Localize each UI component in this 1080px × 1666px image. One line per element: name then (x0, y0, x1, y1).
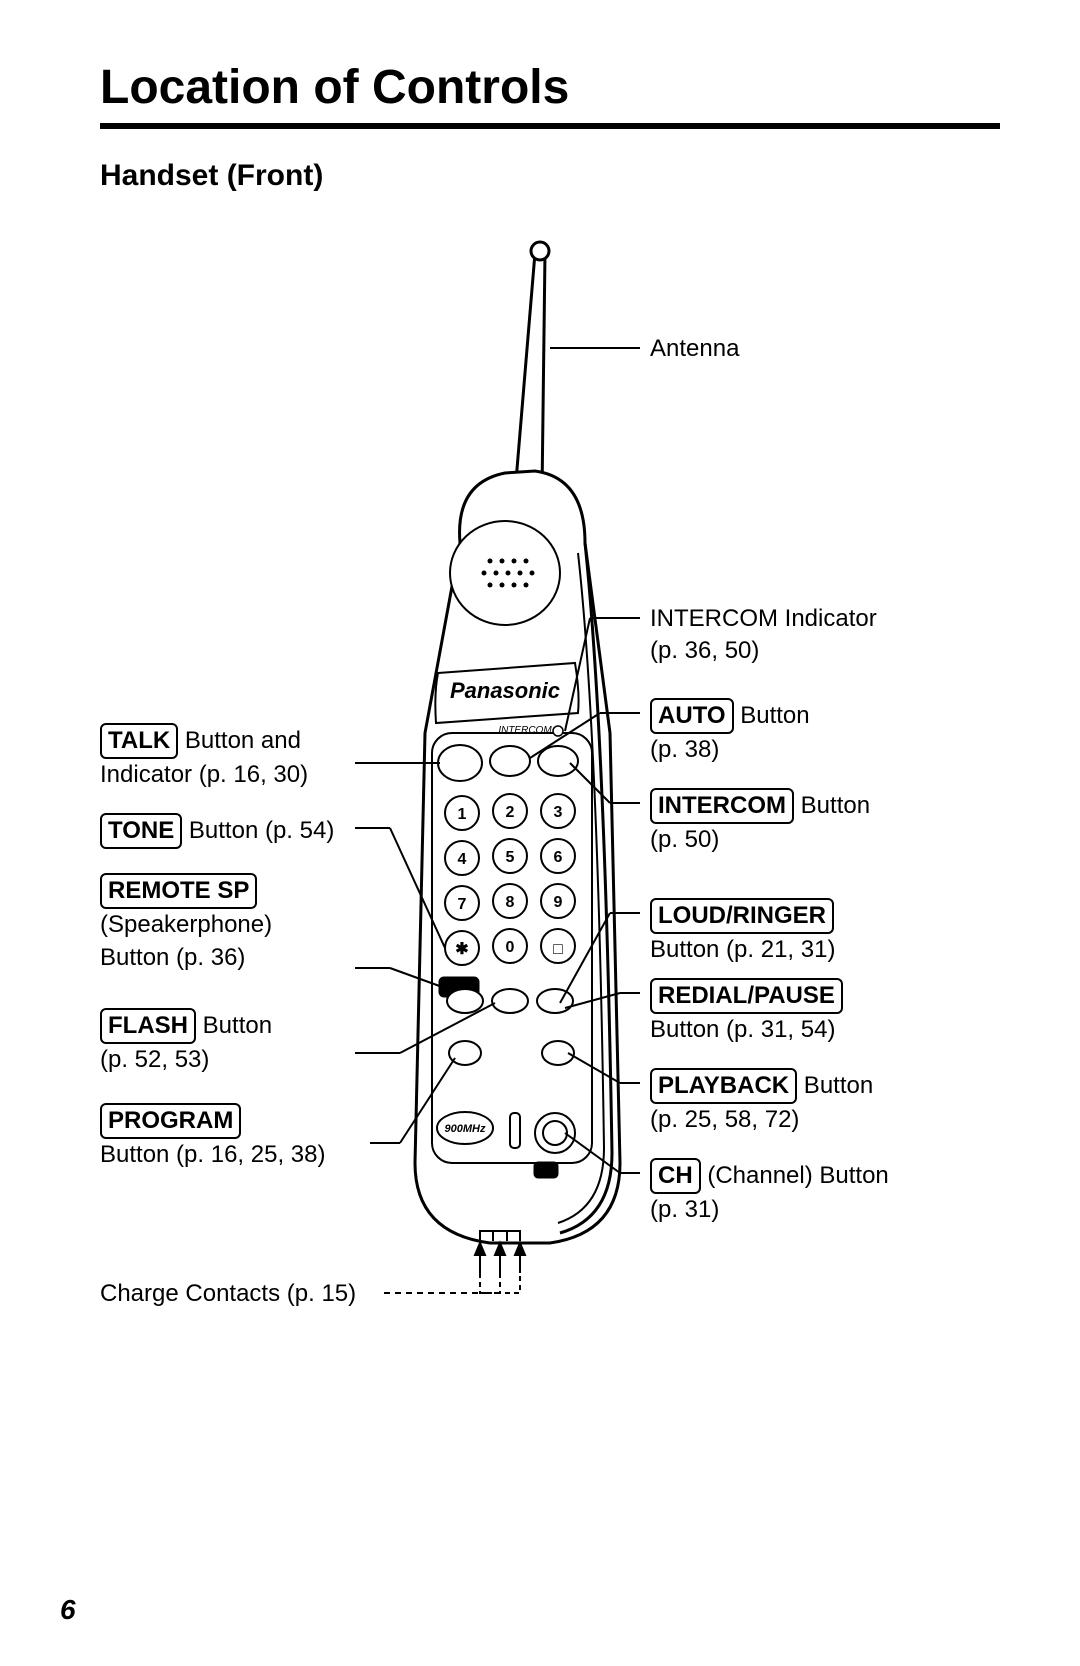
label-intercom-indicator: INTERCOM Indicator (p. 36, 50) (650, 603, 877, 668)
label-auto: AUTO Button (p. 38) (650, 698, 810, 767)
page-subtitle: Handset (Front) (100, 159, 1000, 193)
label-tone: TONE Button (p. 54) (100, 813, 360, 849)
label-talk: TALK Button and Indicator (p. 16, 30) (100, 723, 360, 792)
label-playback: PLAYBACK Button (p. 25, 58, 72) (650, 1068, 873, 1137)
diagram: Panasonic INTERCOM 900MHz 123 456 789 ✱0… (100, 233, 1000, 1483)
page-title: Location of Controls (100, 60, 1000, 129)
label-intercom-button: INTERCOM Button (p. 50) (650, 788, 870, 857)
label-redial-pause: REDIAL/PAUSE Button (p. 31, 54) (650, 978, 843, 1047)
label-remote-sp: REMOTE SP (Speakerphone) Button (p. 36) (100, 873, 360, 974)
label-antenna: Antenna (650, 333, 739, 365)
label-loud-ringer: LOUD/RINGER Button (p. 21, 31) (650, 898, 835, 967)
label-program: PROGRAM Button (p. 16, 25, 38) (100, 1103, 375, 1172)
label-flash: FLASH Button (p. 52, 53) (100, 1008, 360, 1077)
label-ch: CH (Channel) Button (p. 31) (650, 1158, 889, 1227)
label-charge-contacts: Charge Contacts (p. 15) (100, 1278, 380, 1310)
page-number: 6 (60, 1594, 76, 1626)
